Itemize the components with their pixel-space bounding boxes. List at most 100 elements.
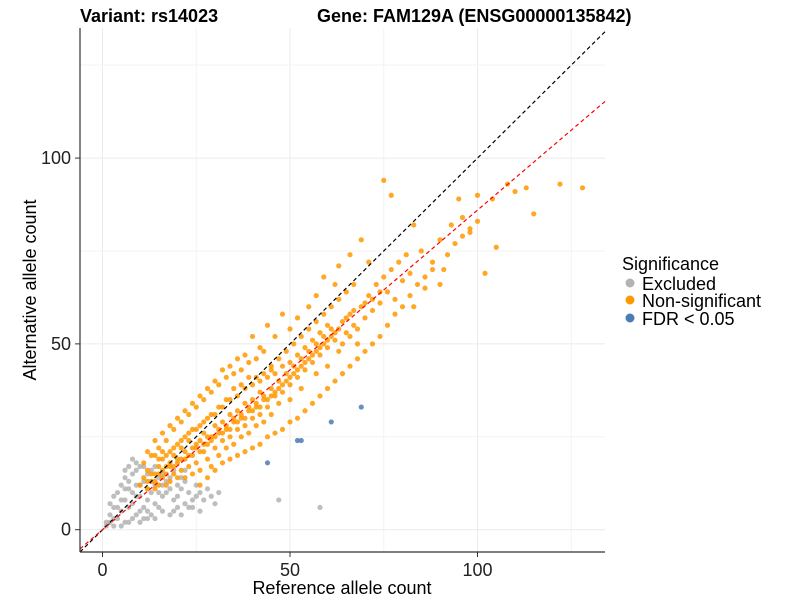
point-non-significant — [227, 434, 233, 440]
point-excluded — [141, 515, 147, 522]
point-non-significant — [249, 415, 256, 421]
point-non-significant — [159, 449, 166, 455]
point-excluded — [141, 504, 147, 511]
x-tick-label: 50 — [280, 560, 300, 580]
point-non-significant — [163, 437, 169, 444]
point-non-significant — [467, 229, 473, 235]
point-non-significant — [159, 430, 166, 436]
point-non-significant — [321, 333, 327, 340]
point-non-significant — [186, 463, 192, 470]
point-excluded — [152, 515, 158, 522]
point-non-significant — [171, 452, 177, 458]
point-excluded — [111, 493, 117, 499]
point-non-significant — [309, 400, 316, 406]
point-non-significant — [287, 419, 293, 425]
point-non-significant — [204, 415, 211, 421]
point-non-significant — [234, 408, 241, 414]
point-excluded — [174, 493, 181, 499]
point-non-significant — [351, 322, 357, 328]
point-non-significant — [261, 371, 267, 377]
point-excluded — [204, 486, 211, 492]
point-non-significant — [321, 311, 327, 317]
point-non-significant — [156, 482, 162, 488]
point-excluded — [171, 508, 177, 514]
point-excluded — [156, 504, 162, 511]
point-non-significant — [223, 426, 229, 432]
point-non-significant — [306, 356, 312, 362]
point-non-significant — [369, 341, 376, 347]
point-excluded — [103, 519, 109, 525]
point-non-significant — [171, 463, 177, 470]
point-non-significant — [249, 382, 256, 388]
point-non-significant — [482, 270, 488, 276]
point-excluded — [122, 475, 128, 481]
point-excluded — [174, 504, 181, 511]
legend-label-fdr: FDR < 0.05 — [642, 309, 735, 329]
point-non-significant — [264, 404, 271, 410]
point-non-significant — [216, 404, 222, 410]
legend-title: Significance — [622, 254, 719, 274]
point-non-significant — [557, 181, 563, 187]
legend-swatch-fdr — [625, 313, 635, 323]
point-non-significant — [189, 452, 196, 458]
point-non-significant — [178, 437, 184, 444]
point-non-significant — [287, 382, 293, 388]
point-non-significant — [231, 419, 237, 425]
point-non-significant — [257, 411, 263, 418]
point-non-significant — [422, 274, 428, 280]
point-non-significant — [459, 214, 466, 221]
point-non-significant — [317, 352, 323, 358]
point-non-significant — [152, 437, 158, 444]
point-non-significant — [223, 445, 229, 451]
point-non-significant — [272, 333, 278, 340]
point-excluded — [276, 497, 282, 503]
point-non-significant — [366, 292, 372, 299]
point-non-significant — [418, 248, 424, 254]
point-non-significant — [197, 449, 203, 455]
point-non-significant — [287, 374, 293, 380]
point-excluded — [167, 486, 173, 492]
point-non-significant — [358, 237, 364, 243]
point-non-significant — [467, 226, 473, 232]
point-non-significant — [234, 356, 241, 362]
point-non-significant — [354, 326, 361, 332]
point-excluded — [182, 501, 188, 507]
point-non-significant — [242, 415, 248, 421]
point-non-significant — [579, 185, 586, 191]
point-non-significant — [411, 222, 417, 228]
point-non-significant — [141, 475, 147, 481]
point-non-significant — [309, 352, 316, 358]
point-non-significant — [369, 307, 376, 314]
point-excluded — [122, 497, 128, 503]
point-non-significant — [219, 419, 226, 425]
point-non-significant — [249, 445, 256, 451]
point-non-significant — [227, 363, 233, 369]
point-non-significant — [276, 400, 282, 406]
point-non-significant — [174, 475, 181, 481]
point-non-significant — [227, 456, 233, 462]
point-non-significant — [156, 463, 162, 470]
point-excluded — [126, 478, 132, 484]
point-non-significant — [279, 311, 286, 317]
point-non-significant — [238, 411, 244, 418]
point-non-significant — [336, 348, 342, 354]
point-non-significant — [219, 460, 226, 466]
point-non-significant — [264, 397, 271, 403]
point-non-significant — [249, 408, 256, 414]
point-excluded — [163, 489, 169, 496]
point-excluded — [189, 504, 196, 511]
point-non-significant — [272, 371, 278, 377]
point-non-significant — [313, 348, 319, 354]
point-excluded — [156, 489, 162, 496]
point-excluded — [171, 467, 177, 473]
point-excluded — [126, 463, 132, 470]
chart-title-gene: Gene: FAM129A (ENSG00000135842) — [317, 6, 632, 26]
point-non-significant — [257, 404, 263, 410]
point-non-significant — [201, 419, 207, 425]
point-non-significant — [317, 345, 323, 351]
point-non-significant — [257, 378, 263, 384]
point-non-significant — [253, 404, 259, 410]
point-fdr-0-05 — [328, 419, 334, 425]
point-non-significant — [208, 389, 214, 395]
point-non-significant — [182, 475, 188, 481]
